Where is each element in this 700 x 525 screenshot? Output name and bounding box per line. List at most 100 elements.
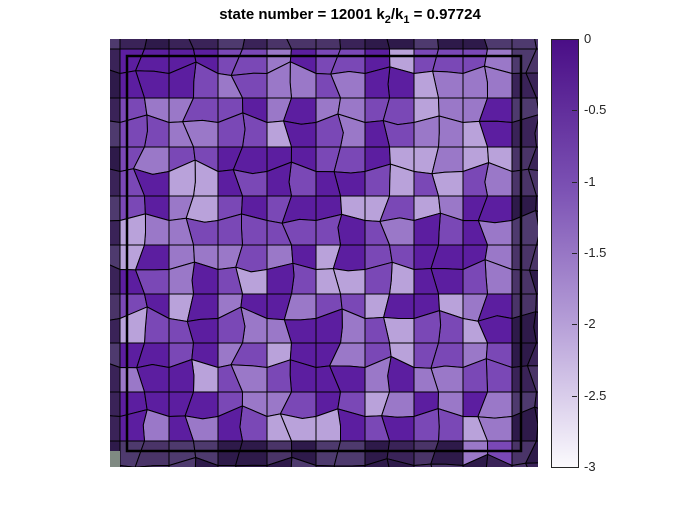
tile [526,342,538,367]
tile [525,48,538,74]
inner-frame [125,54,523,453]
tile [364,458,390,467]
tile [119,465,136,467]
tile [168,359,195,393]
tile [242,39,268,50]
title-suffix: = 0.97724 [409,6,481,23]
tile [217,465,237,467]
colorbar-tick-label: 0 [584,31,592,46]
title-mid: /k [390,6,404,23]
tile [217,112,246,148]
tile [110,168,121,197]
tile [534,391,538,409]
tile [462,65,488,99]
tile [511,462,528,467]
tile [110,391,121,417]
tile [315,213,343,246]
colorbar-tick-label: -3 [584,459,596,474]
colorbar-tick-label: -0.5 [584,102,607,118]
tile [525,440,538,464]
tile [235,464,268,467]
tile [462,259,488,295]
tile [290,456,317,467]
tile [134,465,170,467]
tile [364,356,392,393]
tile [413,408,440,442]
tile [110,318,121,344]
tile [110,195,121,222]
tile [110,146,121,172]
tile [110,342,121,368]
tile [462,39,488,50]
tile [266,161,292,197]
tile [413,115,440,148]
tiling-plot [110,39,538,467]
tile [511,311,537,344]
tile [413,310,442,344]
tile [194,457,219,467]
tile [535,293,538,313]
tile [333,465,366,467]
colorbar-tick-mark [572,253,577,254]
tile [364,39,390,50]
tile [364,261,393,295]
tile [383,293,415,319]
tile [217,213,243,246]
tile [511,406,538,442]
tile [110,220,121,246]
tile [110,264,121,295]
tile [110,69,121,99]
tile [168,261,195,295]
tile [339,39,366,50]
colorbar-tick-mark [572,395,577,397]
colorbar-tick-mark [572,181,577,183]
tile [386,458,415,467]
tile [525,462,538,467]
tile [266,61,292,99]
tile [430,463,464,467]
tile [217,39,245,50]
tile [413,39,439,50]
tile [364,163,391,197]
tile [462,453,489,467]
tile [511,114,538,148]
colorbar-tick-label: -2 [584,316,596,332]
title-subscript-1: 1 [403,14,410,26]
tile [432,48,464,74]
tile [110,293,121,321]
tile [315,113,344,148]
tile [337,213,366,246]
tile [485,453,513,467]
tile [364,66,391,99]
tile [217,306,246,344]
tile [527,146,538,171]
tile [535,195,538,212]
tile [315,308,343,344]
tile [266,39,292,50]
tile [110,363,121,393]
title-prefix: state number = 12001 k [219,6,385,23]
colorbar-tick-label: -1.5 [584,245,607,260]
tile [536,97,538,109]
tile [144,39,170,50]
tile [437,39,464,50]
tile [413,463,433,467]
tile [413,212,441,246]
corner-tile [110,451,120,467]
tile [462,162,490,197]
tile [266,262,295,295]
tile [119,39,148,50]
tile [217,405,243,442]
tile [462,358,488,393]
tile [315,465,335,467]
tile [168,61,197,99]
title-subscript-2: 2 [384,14,391,26]
tile [511,39,537,50]
tile [110,39,121,50]
tile [168,457,197,467]
colorbar-tick-mark [572,110,577,112]
tile [110,97,121,123]
colorbar-tick-label: -2.5 [584,387,607,403]
tile [110,120,121,148]
tile [266,456,293,467]
